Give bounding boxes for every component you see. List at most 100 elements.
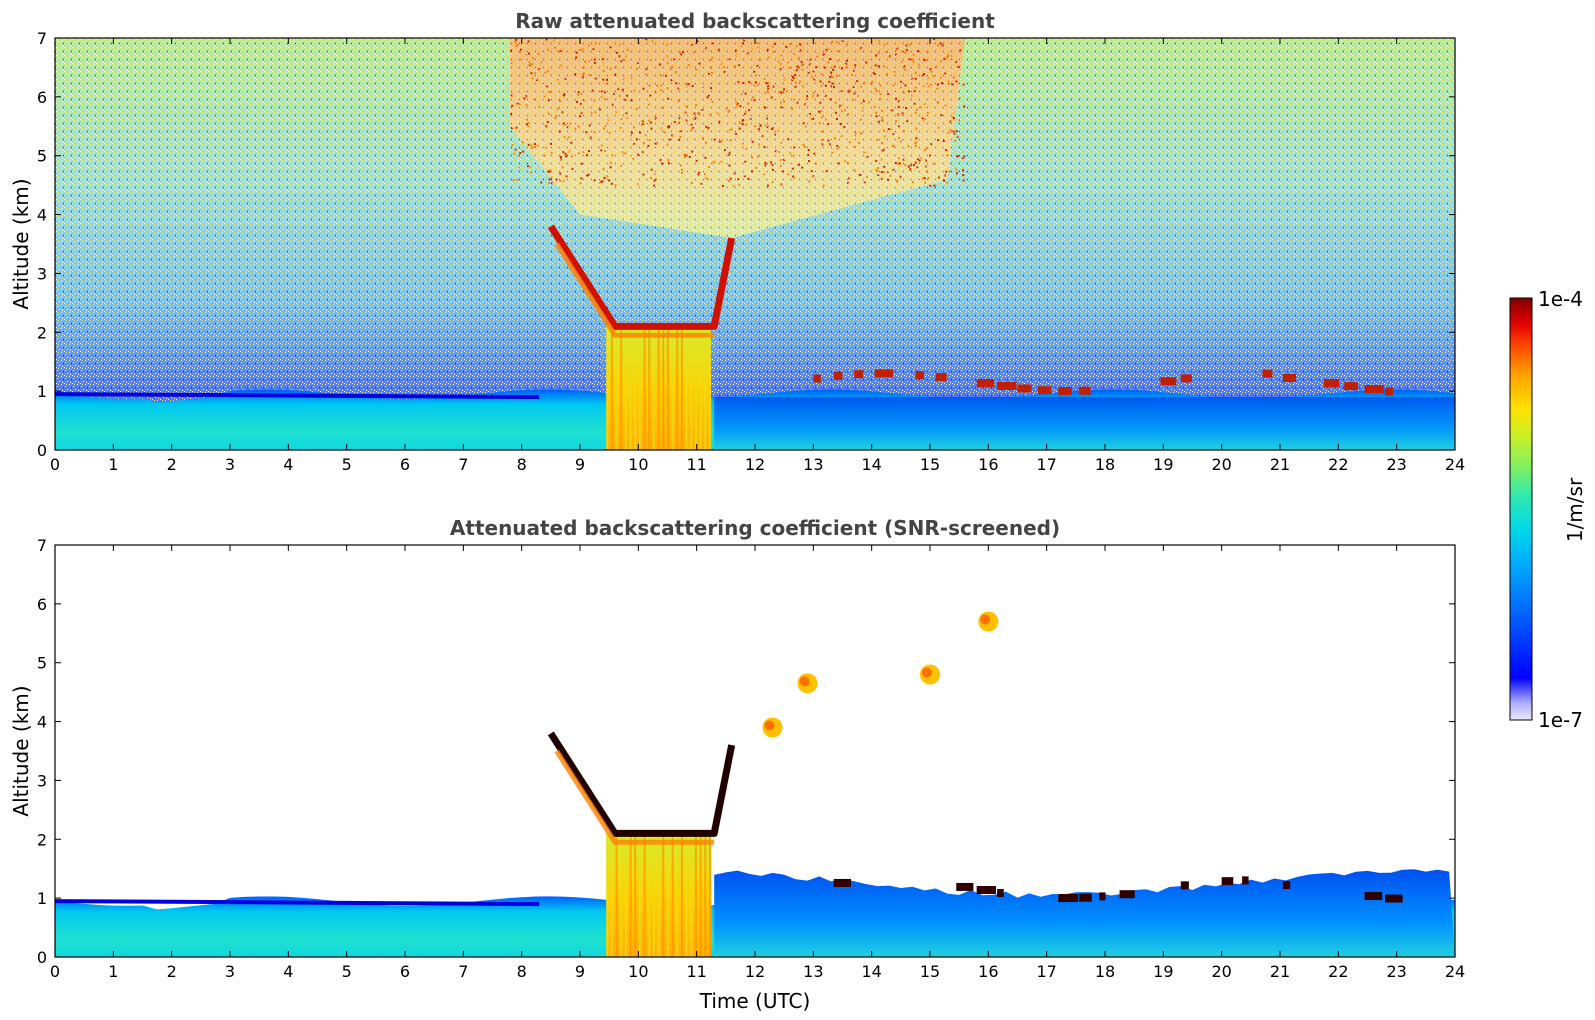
x-tick-label: 20 bbox=[1211, 455, 1231, 474]
elevated-layer bbox=[714, 869, 1455, 957]
low-cloud-patch bbox=[997, 888, 1004, 897]
x-tick-label: 7 bbox=[458, 962, 468, 981]
low-cloud-patch bbox=[976, 379, 995, 388]
x-tick-label: 4 bbox=[283, 455, 293, 474]
x-tick-label: 18 bbox=[1095, 962, 1115, 981]
low-cloud-patch bbox=[854, 370, 863, 379]
x-tick-label: 6 bbox=[400, 962, 410, 981]
fog-streak bbox=[676, 326, 679, 450]
fog-streak bbox=[634, 326, 637, 450]
low-cloud-patch bbox=[1262, 369, 1273, 378]
x-tick-label: 8 bbox=[517, 962, 527, 981]
x-tick-label: 14 bbox=[861, 962, 881, 981]
x-tick-label: 20 bbox=[1211, 962, 1231, 981]
x-tick-label: 24 bbox=[1445, 455, 1465, 474]
fog-streak bbox=[708, 833, 711, 957]
low-cloud-patch bbox=[1119, 890, 1135, 899]
x-tick-label: 3 bbox=[225, 962, 235, 981]
fog-streak bbox=[676, 833, 679, 957]
fog-streak bbox=[648, 833, 651, 957]
fog-streak bbox=[638, 833, 641, 957]
fog-streak bbox=[694, 326, 697, 450]
cloud-patch-core bbox=[764, 720, 775, 731]
lower-layer bbox=[714, 397, 1455, 450]
fog-streak bbox=[610, 833, 613, 957]
y-tick-label: 6 bbox=[37, 88, 47, 107]
y-tick-label: 1 bbox=[37, 382, 47, 401]
top-heatmap bbox=[55, 38, 1455, 450]
x-tick-label: 0 bbox=[50, 455, 60, 474]
y-tick-label: 3 bbox=[37, 264, 47, 283]
low-cloud-patch bbox=[1160, 377, 1177, 386]
y-tick-label: 3 bbox=[37, 771, 47, 790]
colorbar-min-label: 1e-7 bbox=[1538, 708, 1583, 732]
fog-streak bbox=[629, 326, 632, 450]
fog-streak bbox=[685, 326, 688, 450]
low-cloud-patch bbox=[1058, 386, 1072, 395]
cloud-patch-core bbox=[922, 667, 932, 678]
fog-streak bbox=[704, 833, 707, 957]
low-cloud-patch bbox=[1058, 893, 1078, 902]
fog-streak bbox=[606, 833, 609, 957]
y-tick-label: 2 bbox=[37, 323, 47, 342]
low-cloud-patch bbox=[1099, 892, 1106, 901]
cloud-base-line bbox=[547, 224, 736, 330]
y-tick-label: 0 bbox=[37, 948, 47, 967]
y-tick-label: 7 bbox=[37, 536, 47, 555]
x-tick-label: 3 bbox=[225, 455, 235, 474]
low-cloud-patch bbox=[874, 369, 894, 378]
fog-streak bbox=[624, 833, 627, 957]
fog-streak bbox=[680, 833, 683, 957]
x-tick-label: 2 bbox=[167, 455, 177, 474]
y-tick-label: 5 bbox=[37, 147, 47, 166]
fog-streak bbox=[634, 833, 637, 957]
x-tick-label: 17 bbox=[1036, 455, 1056, 474]
x-tick-label: 1 bbox=[108, 962, 118, 981]
fog-streak bbox=[690, 833, 693, 957]
y-tick-label: 5 bbox=[37, 654, 47, 673]
y-tick-label: 6 bbox=[37, 595, 47, 614]
low-cloud-patch bbox=[956, 882, 974, 891]
x-tick-label: 5 bbox=[342, 962, 352, 981]
colorbar: 1e-4 1e-7 1/m/sr bbox=[1509, 287, 1587, 732]
colorbar-unit-label: 1/m/sr bbox=[1563, 477, 1587, 542]
x-tick-label: 19 bbox=[1153, 455, 1173, 474]
top-chart-title: Raw attenuated backscattering coefficien… bbox=[515, 9, 995, 33]
fog-streak bbox=[610, 326, 613, 450]
fog-streak bbox=[666, 833, 669, 957]
x-tick-label: 13 bbox=[803, 962, 823, 981]
x-tick-label: 11 bbox=[686, 962, 706, 981]
low-cloud-patch bbox=[813, 374, 821, 383]
fog-streak bbox=[704, 326, 707, 450]
x-tick-label: 7 bbox=[458, 455, 468, 474]
x-tick-label: 17 bbox=[1036, 962, 1056, 981]
x-tick-label: 10 bbox=[628, 455, 648, 474]
top-axis-ticks: 0 1 2 3 4 5 6 7 8 9 10 11 12 13 14 15 16 17 18 19 20 21 22 23 24… bbox=[37, 29, 1465, 474]
cloud-base-shading bbox=[554, 749, 715, 845]
fog-streak bbox=[615, 833, 618, 957]
fog-streak bbox=[606, 326, 609, 450]
fog-streak bbox=[652, 326, 655, 450]
bottom-chart-title: Attenuated backscattering coefficient (S… bbox=[450, 516, 1060, 540]
low-cloud-patch bbox=[1180, 881, 1189, 890]
fog-streak bbox=[666, 326, 669, 450]
boundary-layer-top bbox=[55, 899, 540, 907]
fog-streak bbox=[694, 833, 697, 957]
fog-streak bbox=[685, 833, 688, 957]
fog-streak bbox=[690, 326, 693, 450]
x-tick-label: 14 bbox=[861, 455, 881, 474]
x-tick-label: 2 bbox=[167, 962, 177, 981]
low-cloud-patch bbox=[1017, 384, 1032, 393]
fog-streak bbox=[671, 833, 674, 957]
fog-streak bbox=[652, 833, 655, 957]
y-tick-label: 4 bbox=[37, 713, 47, 732]
colorbar-max-label: 1e-4 bbox=[1538, 287, 1583, 311]
x-tick-label: 13 bbox=[803, 455, 823, 474]
low-cloud-patch bbox=[1078, 386, 1091, 395]
low-cloud-patch bbox=[976, 886, 996, 895]
low-cloud-patch bbox=[915, 370, 924, 379]
low-cloud-patch bbox=[1282, 374, 1297, 383]
low-cloud-patch bbox=[1364, 385, 1384, 394]
speckle-overlay bbox=[55, 38, 1455, 450]
x-tick-label: 9 bbox=[575, 962, 585, 981]
